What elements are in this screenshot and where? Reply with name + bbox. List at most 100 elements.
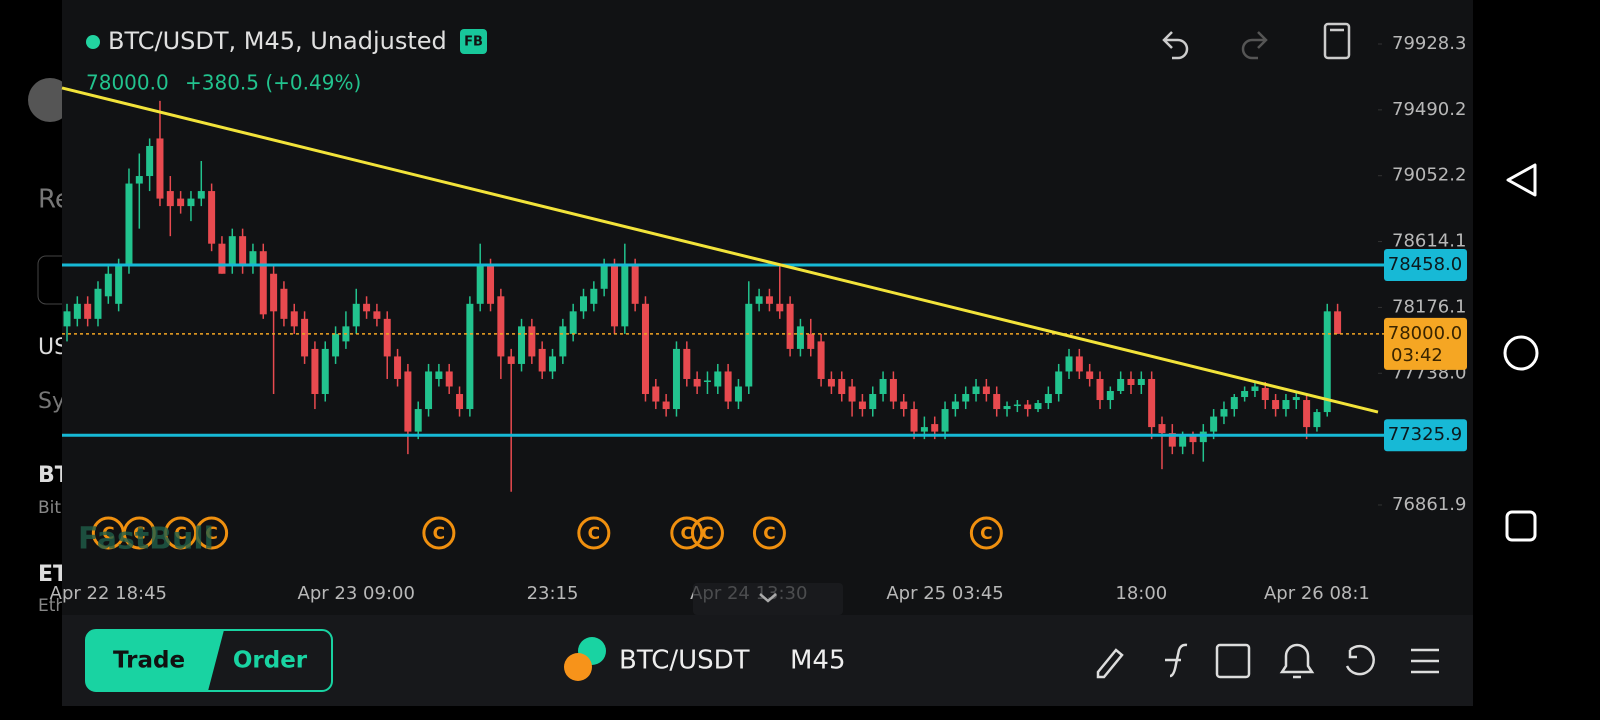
candle-body (228, 236, 236, 267)
event-label: C (980, 524, 992, 544)
candle-body (621, 266, 629, 327)
candle-body (827, 378, 835, 387)
candle-body (858, 401, 866, 410)
candle-body (549, 356, 557, 372)
candle-body (1179, 434, 1187, 447)
draw-icon[interactable] (1096, 648, 1124, 679)
menu-icon[interactable] (1411, 648, 1439, 674)
screen-icon[interactable] (1323, 22, 1351, 60)
redo-icon[interactable] (1241, 31, 1268, 60)
candle-body (734, 386, 742, 402)
candle-body (270, 273, 278, 312)
symbol[interactable]: BTC/USDT (619, 646, 750, 676)
candle-body (125, 183, 133, 267)
event-marker (577, 516, 611, 550)
candle-body (1075, 356, 1083, 372)
candle-body (1313, 412, 1321, 428)
recents-button[interactable] (1505, 510, 1537, 542)
candle-body (993, 394, 1001, 410)
candle-body (889, 378, 897, 402)
candle-body (1044, 394, 1052, 404)
candle-body (435, 371, 443, 379)
replay-icon[interactable] (1345, 644, 1375, 676)
event-marker (122, 516, 156, 550)
candle-body (332, 333, 340, 357)
candle-body (1334, 311, 1342, 334)
btc-icon (564, 653, 592, 681)
event-label: C (701, 524, 713, 544)
candle-body (1055, 371, 1063, 395)
toolbar[interactable] (1162, 22, 1351, 60)
avatar-mask (62, 70, 72, 130)
candle-body (1086, 371, 1094, 379)
candle-body (1230, 397, 1238, 410)
trade-tab[interactable] (86, 630, 224, 691)
candle-body (724, 371, 732, 402)
candle-body (879, 378, 887, 395)
candle-body (776, 303, 784, 312)
candle-body (1323, 311, 1331, 413)
candle-body (280, 288, 288, 319)
back-button[interactable] (1506, 163, 1537, 197)
avatar (28, 78, 72, 122)
current-price-tag (1384, 317, 1467, 370)
level-label: 78458.0 (1388, 254, 1462, 275)
candle-body (982, 386, 990, 395)
candle-body (962, 394, 970, 402)
android-nav[interactable] (1503, 163, 1539, 542)
candle-body (249, 251, 257, 267)
watermark: FastBull (78, 522, 214, 557)
candle-body (693, 378, 701, 387)
candle-body (590, 288, 598, 304)
candle-body (869, 394, 877, 410)
alert-icon[interactable] (1279, 643, 1315, 679)
chevron (759, 593, 777, 603)
chart: 79928.379490.279052.278614.178176.177738… (50, 33, 1467, 604)
candle-body (135, 176, 143, 184)
candle-body (507, 356, 515, 364)
candle-body (146, 145, 154, 177)
tools[interactable] (1096, 643, 1439, 679)
candle-body (63, 311, 71, 327)
candle-body (920, 427, 928, 432)
candle-body (848, 386, 856, 402)
indicator-icon[interactable] (1165, 643, 1188, 678)
candle-body (73, 303, 81, 319)
candle-body (1127, 378, 1135, 385)
trade-label[interactable]: Trade (113, 648, 185, 674)
candle-body (1065, 356, 1073, 372)
candle-body (1158, 424, 1166, 434)
candle-body (1272, 400, 1280, 410)
candle-body (931, 424, 939, 432)
y-tick-label: 79490.2 (1392, 99, 1466, 120)
order-label[interactable]: Order (233, 648, 308, 674)
event-label: C (205, 524, 217, 544)
candle-body (796, 326, 804, 349)
period[interactable]: M45 (790, 646, 846, 676)
candle-body (311, 348, 319, 395)
candle-body (84, 303, 92, 319)
candle-body (1303, 400, 1311, 428)
event-label: C (681, 524, 693, 544)
template-icon[interactable] (1215, 643, 1251, 679)
candle-body (476, 266, 484, 304)
candle-body (755, 296, 763, 304)
event-marker (195, 516, 229, 550)
candle-body (807, 333, 815, 349)
candle-body (414, 409, 422, 432)
event-marker (422, 516, 456, 550)
x-tick-label: 18:00 (1115, 583, 1167, 604)
candle-body (104, 273, 112, 297)
collapse-handle[interactable] (693, 583, 843, 615)
chart-title: BTC/USDT, M45, Unadjusted (108, 27, 447, 55)
candle-body (166, 191, 174, 207)
candle-body (518, 326, 526, 364)
candle-body (383, 318, 391, 357)
candle-body (1292, 397, 1300, 401)
candle-body (156, 138, 164, 199)
candle-body (1034, 403, 1042, 410)
home-button[interactable] (1503, 335, 1539, 371)
undo-icon[interactable] (1162, 31, 1189, 60)
candle-body (600, 266, 608, 289)
event-label: C (588, 524, 600, 544)
